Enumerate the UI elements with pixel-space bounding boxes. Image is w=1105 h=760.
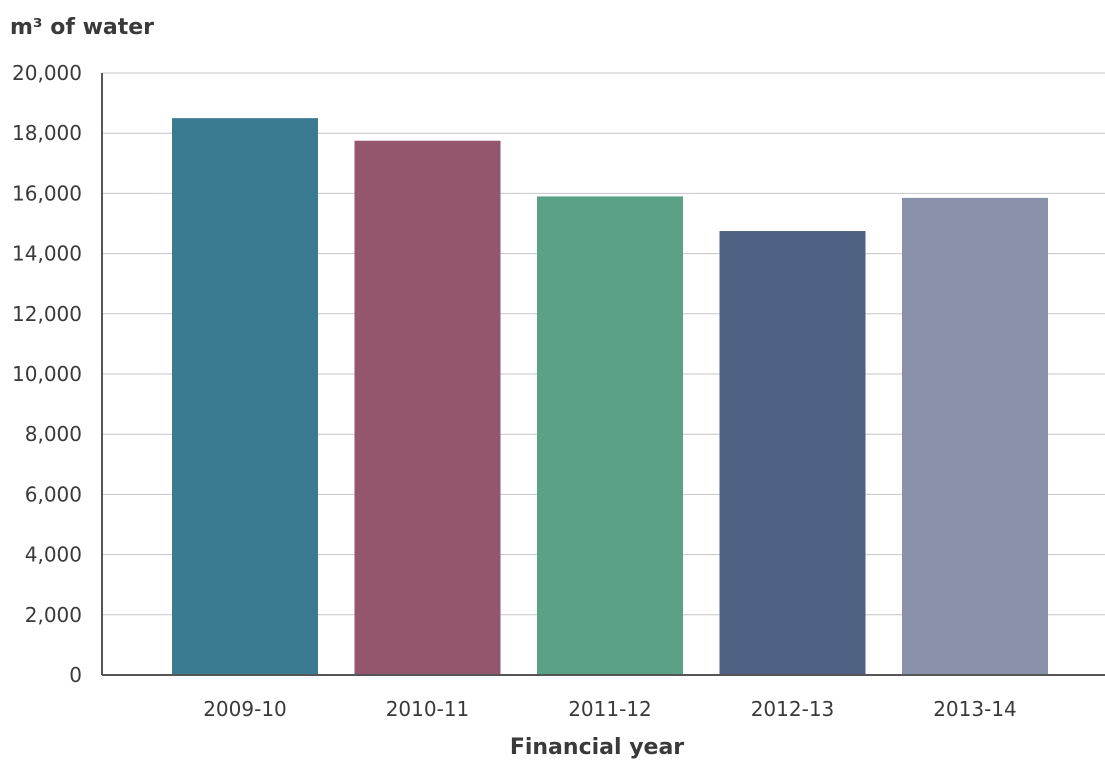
y-tick-labels: 0 2,000 4,000 6,000 8,000 10,000 12,000 14,000 1… [12,61,82,687]
y-axis-title: m³ of water [10,15,154,40]
bars [172,118,1048,676]
x-tick-label: 2010-11 [386,697,470,721]
y-tick-label: 20,000 [12,61,82,85]
y-tick-label: 16,000 [12,181,82,205]
y-tick-label: 14,000 [12,242,82,266]
y-tick-label: 6,000 [25,482,82,506]
bar-2013-14 [902,197,1048,676]
x-tick-label: 2013-14 [933,697,1017,721]
y-tick-label: 12,000 [12,302,82,326]
y-tick-label: 10,000 [12,362,82,386]
x-tick-label: 2009-10 [203,697,287,721]
x-tick-label: 2011-12 [568,697,652,721]
bar-2009-10 [172,118,318,675]
y-tick-label: 4,000 [25,543,82,567]
bar-2010-11 [354,140,501,676]
y-tick-label: 18,000 [12,121,82,145]
bar-2012-13 [719,231,866,675]
x-tick-labels: 2009-10 2010-11 2011-12 2012-13 2013-14 [203,697,1017,721]
x-axis-title: Financial year [510,735,684,760]
y-tick-label: 2,000 [25,603,82,627]
y-tick-label: 8,000 [25,422,82,446]
x-tick-label: 2012-13 [751,697,835,721]
y-tick-label: 0 [69,663,82,687]
bar-2011-12 [537,196,683,675]
